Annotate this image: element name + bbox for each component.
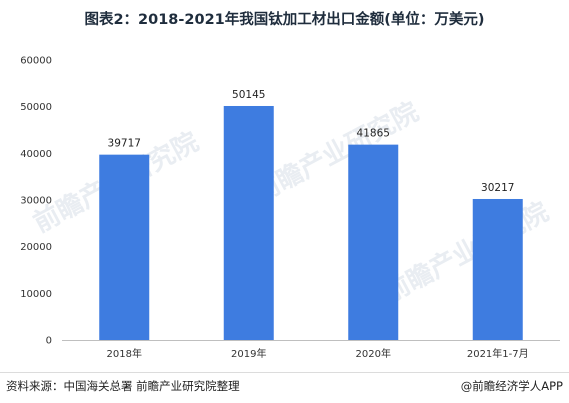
x-tick-label: 2018年 [107, 347, 142, 360]
chart-title: 图表2：2018-2021年我国钛加工材出口金额(单位：万美元) [84, 12, 485, 28]
x-tick-label: 2020年 [356, 347, 391, 360]
y-tick-label: 10000 [20, 289, 52, 300]
bar [472, 198, 523, 340]
bar [223, 105, 274, 341]
bar [99, 154, 150, 340]
data-label: 39717 [108, 138, 141, 150]
x-axis: 2018年 2019年 2020年 2021年1-7月 [107, 347, 529, 360]
bars: 39717 50145 41865 30217 [99, 89, 523, 341]
y-tick-label: 60000 [20, 56, 52, 67]
bar [348, 144, 399, 340]
footer-divider [0, 372, 569, 373]
data-label: 30217 [481, 182, 514, 194]
y-tick-label: 30000 [20, 196, 52, 207]
x-tick-label: 2019年 [231, 347, 266, 360]
y-tick-label: 0 [46, 336, 52, 347]
source-note: 资料来源：中国海关总署 前瞻产业研究院整理 [6, 379, 240, 393]
brand-credit: @前瞻经济学人APP [460, 379, 563, 393]
x-tick-label: 2021年1-7月 [467, 347, 529, 360]
y-axis: 0 10000 20000 30000 40000 50000 60000 [20, 56, 52, 347]
y-tick-label: 20000 [20, 242, 52, 253]
watermark-text: 前瞻产业研究院 [378, 196, 553, 309]
data-label: 41865 [357, 128, 390, 140]
y-tick-label: 50000 [20, 102, 52, 113]
data-label: 50145 [232, 89, 265, 101]
y-tick-label: 40000 [20, 149, 52, 160]
